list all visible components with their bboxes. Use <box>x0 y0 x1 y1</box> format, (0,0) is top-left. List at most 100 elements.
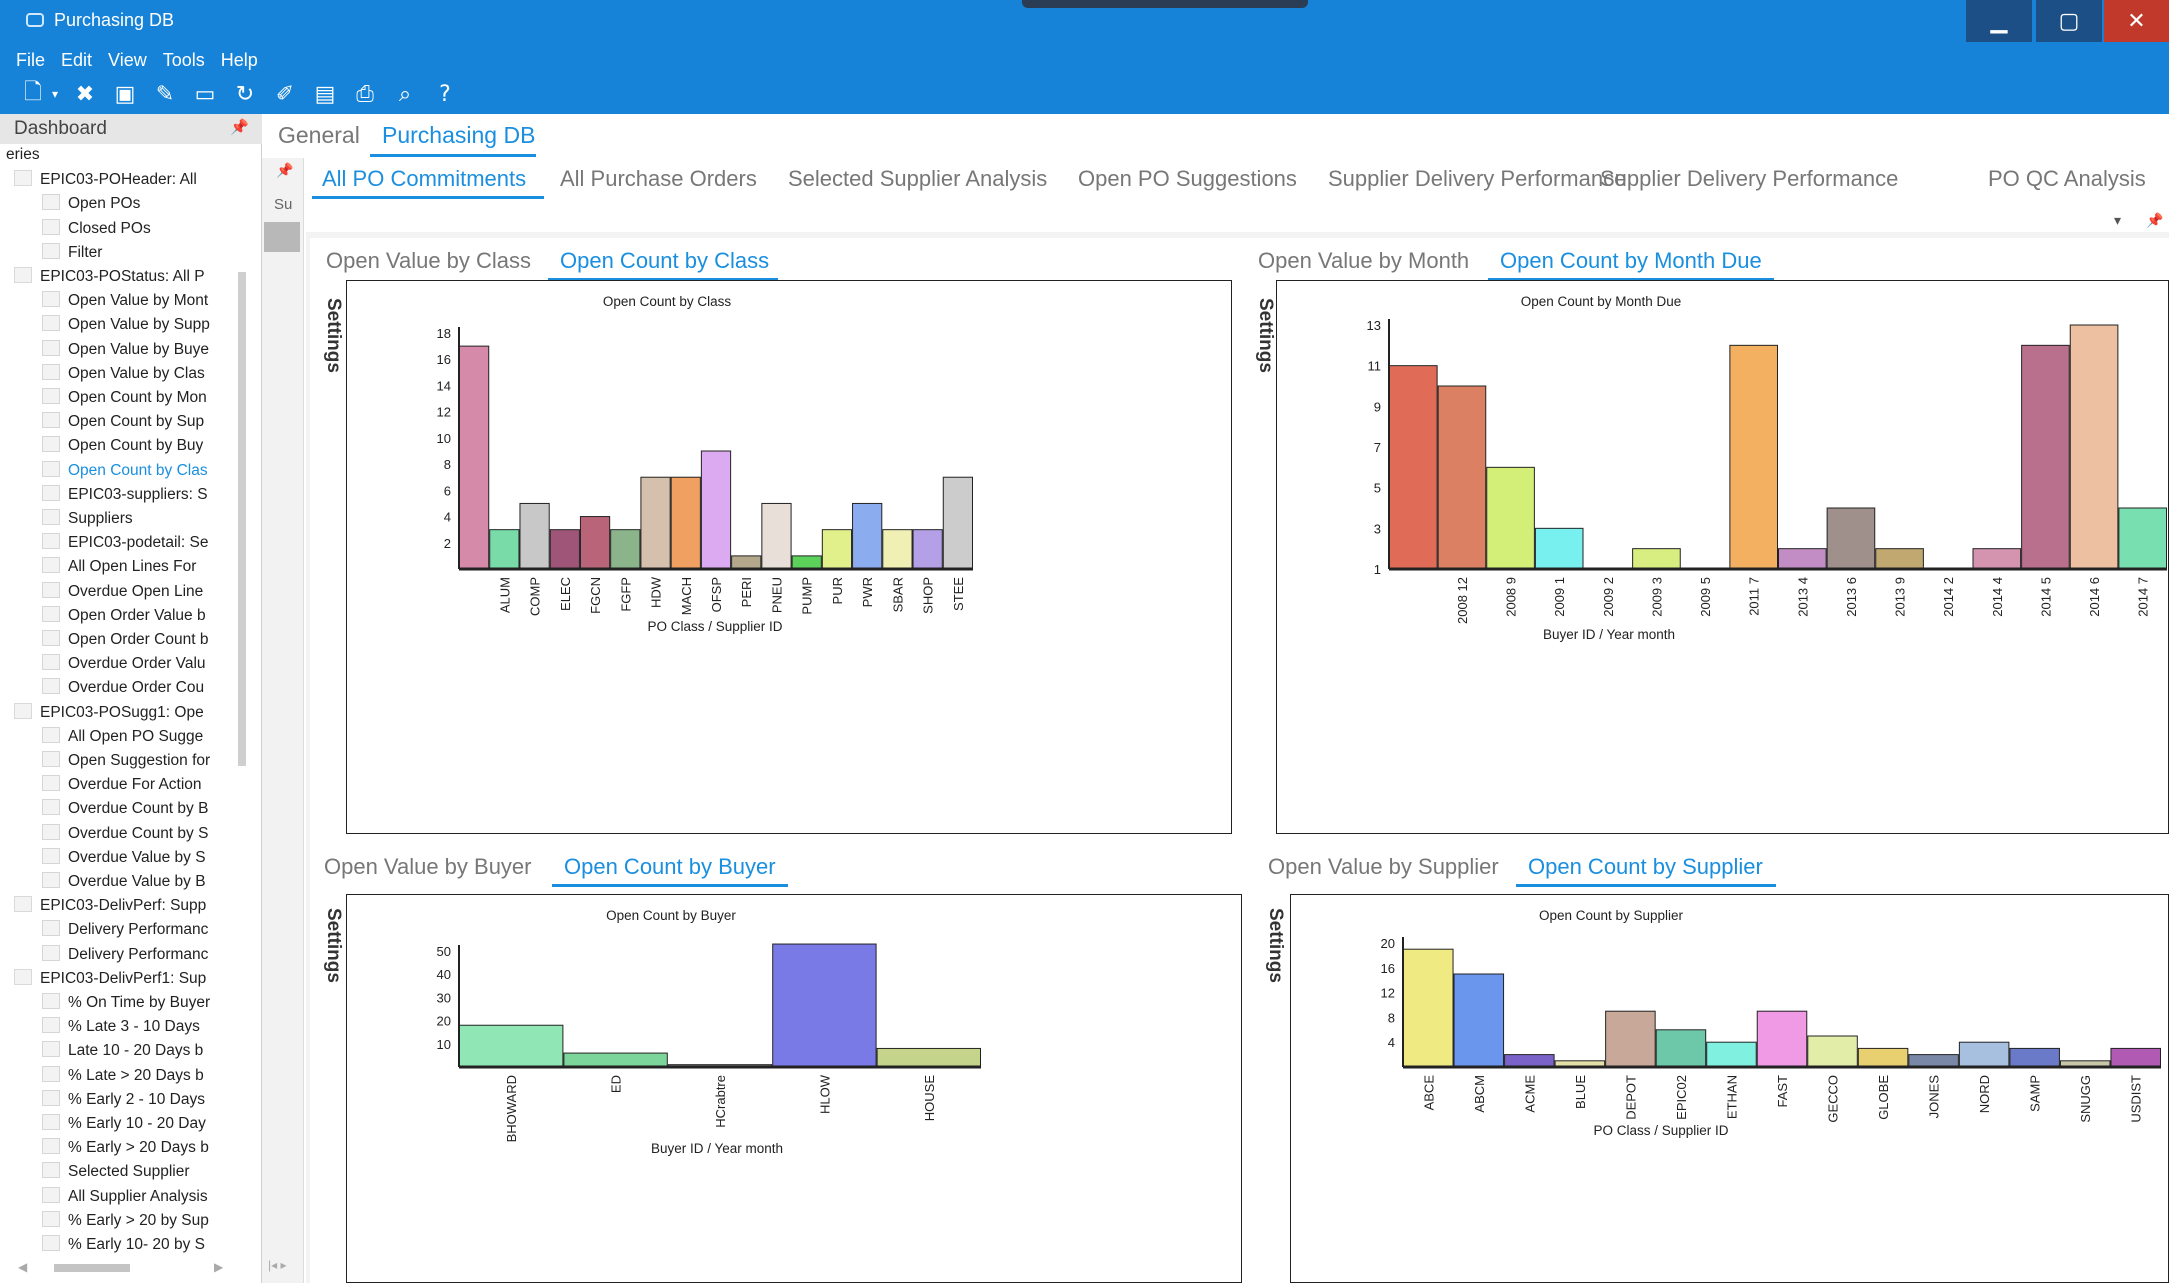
tab-open-count-by-class[interactable]: Open Count by Class <box>560 248 770 273</box>
tab-open-value-by-class[interactable]: Open Value by Class <box>326 248 532 273</box>
tab-supplier-delivery-performance[interactable]: Supplier Delivery Performance <box>1328 166 1627 191</box>
tab-po-qc-analysis[interactable]: PO QC Analysis <box>1988 166 2146 191</box>
tab-all-purchase-orders[interactable]: All Purchase Orders <box>560 166 757 191</box>
scroll-right-icon[interactable]: ▶ <box>214 1260 224 1274</box>
tab-open-value-by-supplier[interactable]: Open Value by Supplier <box>1268 854 1499 879</box>
tree-item[interactable]: EPIC03-podetail: Se <box>42 533 208 557</box>
menu-file[interactable]: File <box>16 50 46 70</box>
tree-horizontal-scrollbar[interactable]: ◀ ▶ <box>10 1260 240 1274</box>
tree-item[interactable]: EPIC03-DelivPerf1: Sup <box>14 968 206 993</box>
menu-help[interactable]: Help <box>220 50 258 70</box>
tree-item[interactable]: Open POs <box>42 194 140 218</box>
new-icon[interactable]: 🗋 <box>24 80 42 105</box>
tab-open-count-by-buyer[interactable]: Open Count by Buyer <box>564 854 776 879</box>
tab-open-po-suggestions[interactable]: Open PO Suggestions <box>1078 166 1297 191</box>
maximize-button[interactable]: ▢ <box>2036 0 2102 42</box>
tree-item[interactable]: EPIC03-POSugg1: Ope <box>14 702 204 727</box>
tree-item[interactable]: Open Count by Buy <box>42 436 203 460</box>
tree-item[interactable]: Open Value by Supp <box>42 315 210 339</box>
tree-item[interactable]: % Early > 20 Days b <box>42 1138 209 1162</box>
tree-item[interactable]: Open Order Count b <box>42 630 208 654</box>
tree-item[interactable]: Open Count by Sup <box>42 412 204 436</box>
settings-label[interactable]: Settings <box>1255 298 1276 373</box>
tab-open-count-by-month-due[interactable]: Open Count by Month Due <box>1500 248 1762 273</box>
tree-item[interactable]: Late 10 - 20 Days b <box>42 1041 203 1065</box>
tree-item[interactable]: Open Value by Clas <box>42 363 205 388</box>
tree-item[interactable]: Open Value by Mont <box>42 291 208 315</box>
tree-item[interactable]: % Early 10- 20 by S <box>42 1235 205 1254</box>
strip-block[interactable] <box>264 222 300 252</box>
settings-label[interactable]: Settings <box>323 908 344 983</box>
save-icon[interactable]: ▣ <box>114 81 136 107</box>
tree-item[interactable]: Overdue Value by S <box>42 847 206 872</box>
tree-item[interactable]: EPIC03-POHeader: All <box>14 170 197 194</box>
tree-item[interactable]: Delivery Performanc <box>42 920 208 944</box>
tree-item[interactable]: % Early > 20 by Sup <box>42 1210 209 1235</box>
tree-item[interactable]: % Late 3 - 10 Days <box>42 1017 200 1041</box>
tab-open-value-by-buyer[interactable]: Open Value by Buyer <box>324 854 532 879</box>
delete-icon[interactable]: ✖ <box>75 81 95 107</box>
tree-item[interactable]: EPIC03-POStatus: All P <box>14 267 205 291</box>
tree-item[interactable]: eries <box>6 146 40 170</box>
pin-icon[interactable]: 📌 <box>276 162 294 178</box>
x-tick-label: STEE <box>951 577 966 611</box>
tree-item[interactable]: All Open PO Sugge <box>42 726 203 751</box>
tab-dropdown-icon[interactable]: ▾ <box>2114 212 2122 228</box>
tree-item[interactable]: Selected Supplier <box>42 1162 190 1186</box>
tab-general[interactable]: General <box>278 122 360 148</box>
tab-all-po-commitments[interactable]: All PO Commitments <box>322 166 527 191</box>
menu-view[interactable]: View <box>108 50 147 70</box>
refresh-icon[interactable]: ↻ <box>235 81 255 107</box>
tree-item[interactable]: Closed POs <box>42 218 151 243</box>
tree-item[interactable]: Open Value by Buye <box>42 339 209 364</box>
tree-item[interactable]: Open Suggestion for <box>42 751 210 775</box>
tree-vertical-scrollbar[interactable] <box>238 272 246 766</box>
settings-label[interactable]: Settings <box>1265 908 1286 983</box>
close-button[interactable]: ✕ <box>2104 0 2169 42</box>
tree-item[interactable]: Open Count by Mon <box>42 388 207 412</box>
tree-item[interactable]: EPIC03-suppliers: S <box>42 484 208 509</box>
pin-icon[interactable]: 📌 <box>2146 212 2164 228</box>
tree-item-label: All Supplier Analysis <box>68 1187 208 1205</box>
brush-icon[interactable]: ✐ <box>275 81 295 107</box>
tree-item[interactable]: Delivery Performanc <box>42 944 208 969</box>
tab-open-count-by-supplier[interactable]: Open Count by Supplier <box>1528 854 1763 879</box>
pin-icon[interactable]: 📌 <box>230 119 249 136</box>
tree-item[interactable]: All Open Lines For <box>42 557 196 581</box>
tree-item[interactable]: Overdue Value by B <box>42 872 206 896</box>
print-icon[interactable]: ⎙ <box>356 81 374 107</box>
tab-supplier-delivery-performance-2[interactable]: Supplier Delivery Performance <box>1600 166 1899 191</box>
menu-tools[interactable]: Tools <box>162 50 205 70</box>
tree-item[interactable]: Overdue Count by S <box>42 823 208 848</box>
tree-item[interactable]: Overdue Order Valu <box>42 654 206 678</box>
attach-icon[interactable]: ▭ <box>194 81 216 107</box>
tree-item[interactable]: All Supplier Analysis <box>42 1186 208 1211</box>
tree-item[interactable]: Overdue Open Line <box>42 581 203 606</box>
scroll-thumb[interactable] <box>54 1264 130 1272</box>
menu-edit[interactable]: Edit <box>61 50 93 70</box>
minimize-button[interactable]: ▁ <box>1966 0 2032 42</box>
tree-item[interactable]: Overdue For Action <box>42 775 202 799</box>
tree-item[interactable]: Overdue Order Cou <box>42 678 204 702</box>
tree-item[interactable]: Open Order Value b <box>42 605 206 630</box>
tab-purchasing-db[interactable]: Purchasing DB <box>382 122 536 148</box>
search-icon[interactable]: ⌕ <box>398 81 412 107</box>
dropdown-icon[interactable]: ▾ <box>51 87 59 101</box>
tree-item[interactable]: % Early 2 - 10 Days <box>42 1089 205 1114</box>
strip-scroll-icon[interactable]: |◂ ▸ <box>268 1258 287 1272</box>
help-icon[interactable]: ? <box>439 81 451 107</box>
tree-item[interactable]: Open Count by Clas <box>42 460 208 485</box>
tree-item[interactable]: % Late > 20 Days b <box>42 1065 204 1090</box>
tree-item[interactable]: Overdue Count by B <box>42 799 208 823</box>
tab-open-value-by-month[interactable]: Open Value by Month <box>1258 248 1470 273</box>
clear-icon[interactable]: ✎ <box>155 81 175 107</box>
tab-selected-supplier-analysis[interactable]: Selected Supplier Analysis <box>788 166 1048 191</box>
tree-item[interactable]: % On Time by Buyer <box>42 993 210 1017</box>
settings-label[interactable]: Settings <box>323 298 344 373</box>
tree-item[interactable]: Filter <box>42 242 102 267</box>
print-preview-icon[interactable]: ▤ <box>314 81 336 107</box>
tree-item[interactable]: Suppliers <box>42 509 133 533</box>
scroll-left-icon[interactable]: ◀ <box>18 1260 28 1274</box>
tree-item[interactable]: EPIC03-DelivPerf: Supp <box>14 896 206 920</box>
tree-item[interactable]: % Early 10 - 20 Day <box>42 1114 206 1138</box>
